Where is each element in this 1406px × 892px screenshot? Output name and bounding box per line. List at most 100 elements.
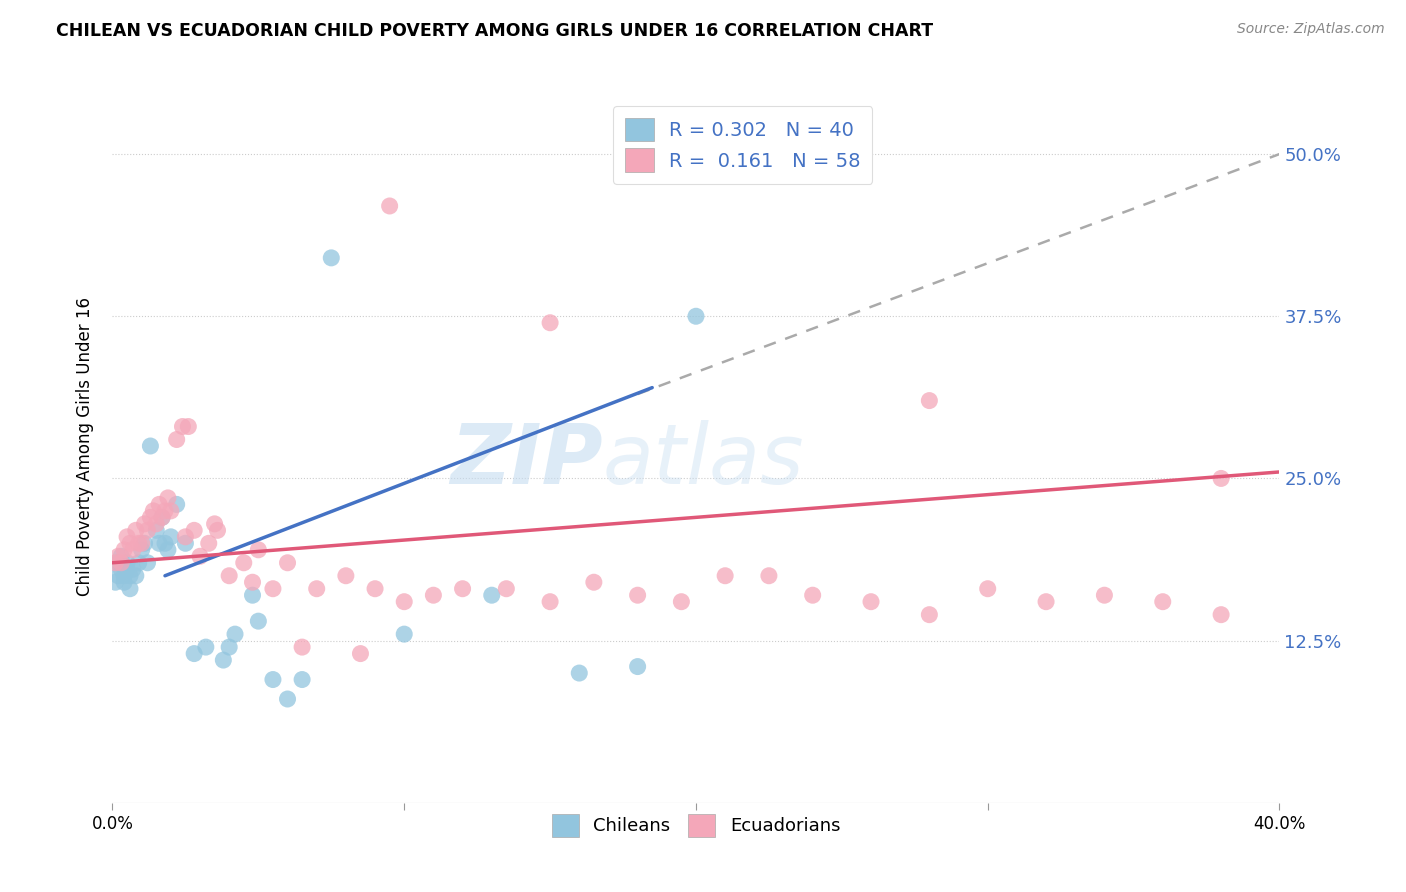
Point bbox=[174, 530, 197, 544]
Point bbox=[188, 549, 211, 564]
Point bbox=[118, 568, 141, 582]
Point bbox=[305, 582, 328, 596]
Point bbox=[918, 607, 941, 622]
Point bbox=[242, 588, 264, 602]
Point bbox=[150, 510, 173, 524]
Point bbox=[451, 582, 474, 596]
Point bbox=[172, 419, 194, 434]
Point bbox=[918, 393, 941, 408]
Point bbox=[156, 542, 179, 557]
Point bbox=[218, 640, 240, 654]
Point bbox=[1209, 471, 1232, 485]
Text: CHILEAN VS ECUADORIAN CHILD POVERTY AMONG GIRLS UNDER 16 CORRELATION CHART: CHILEAN VS ECUADORIAN CHILD POVERTY AMON… bbox=[56, 22, 934, 40]
Point bbox=[394, 595, 416, 609]
Point bbox=[107, 568, 129, 582]
Point bbox=[110, 556, 132, 570]
Point bbox=[115, 530, 138, 544]
Legend: Chileans, Ecuadorians: Chileans, Ecuadorians bbox=[544, 807, 848, 844]
Point bbox=[128, 556, 150, 570]
Point bbox=[378, 199, 401, 213]
Point bbox=[122, 542, 145, 557]
Point bbox=[495, 582, 517, 596]
Point bbox=[128, 536, 150, 550]
Point bbox=[538, 316, 561, 330]
Point bbox=[247, 614, 270, 628]
Point bbox=[160, 504, 183, 518]
Point bbox=[1385, 199, 1406, 213]
Point bbox=[1035, 595, 1057, 609]
Text: atlas: atlas bbox=[603, 420, 804, 500]
Text: Source: ZipAtlas.com: Source: ZipAtlas.com bbox=[1237, 22, 1385, 37]
Point bbox=[112, 568, 135, 582]
Point bbox=[150, 510, 173, 524]
Point bbox=[104, 556, 127, 570]
Point bbox=[422, 588, 444, 602]
Point bbox=[148, 536, 170, 550]
Point bbox=[134, 536, 156, 550]
Point bbox=[276, 692, 298, 706]
Point bbox=[204, 516, 226, 531]
Point bbox=[125, 568, 148, 582]
Point bbox=[177, 419, 200, 434]
Point bbox=[582, 575, 605, 590]
Point bbox=[156, 491, 179, 505]
Point bbox=[224, 627, 246, 641]
Text: ZIP: ZIP bbox=[450, 420, 603, 500]
Point bbox=[1152, 595, 1174, 609]
Point bbox=[115, 556, 138, 570]
Point bbox=[131, 542, 153, 557]
Point bbox=[110, 549, 132, 564]
Point bbox=[122, 562, 145, 576]
Point bbox=[568, 666, 591, 681]
Point bbox=[134, 516, 156, 531]
Point bbox=[291, 673, 314, 687]
Point bbox=[107, 549, 129, 564]
Point bbox=[714, 568, 737, 582]
Point bbox=[242, 575, 264, 590]
Point bbox=[112, 575, 135, 590]
Point bbox=[139, 439, 162, 453]
Point bbox=[335, 568, 357, 582]
Point bbox=[218, 568, 240, 582]
Point bbox=[118, 536, 141, 550]
Point bbox=[627, 659, 650, 673]
Point bbox=[118, 582, 141, 596]
Point bbox=[160, 530, 183, 544]
Point bbox=[131, 536, 153, 550]
Point bbox=[153, 504, 176, 518]
Point bbox=[148, 497, 170, 511]
Point bbox=[801, 588, 824, 602]
Point bbox=[197, 536, 219, 550]
Point bbox=[194, 640, 217, 654]
Point bbox=[232, 556, 254, 570]
Point bbox=[671, 595, 693, 609]
Point bbox=[758, 568, 780, 582]
Point bbox=[136, 556, 159, 570]
Point bbox=[364, 582, 387, 596]
Point bbox=[321, 251, 343, 265]
Point bbox=[481, 588, 503, 602]
Point bbox=[1209, 607, 1232, 622]
Point bbox=[207, 524, 229, 538]
Point bbox=[145, 524, 167, 538]
Point bbox=[183, 647, 205, 661]
Point bbox=[262, 582, 284, 596]
Point bbox=[136, 524, 159, 538]
Point bbox=[212, 653, 235, 667]
Point bbox=[860, 595, 883, 609]
Point bbox=[125, 524, 148, 538]
Point bbox=[110, 562, 132, 576]
Point bbox=[153, 536, 176, 550]
Y-axis label: Child Poverty Among Girls Under 16: Child Poverty Among Girls Under 16 bbox=[76, 296, 94, 596]
Point bbox=[291, 640, 314, 654]
Point bbox=[142, 504, 165, 518]
Point bbox=[262, 673, 284, 687]
Point bbox=[107, 556, 129, 570]
Point bbox=[1094, 588, 1116, 602]
Point bbox=[685, 310, 707, 324]
Point bbox=[276, 556, 298, 570]
Point bbox=[145, 516, 167, 531]
Point bbox=[104, 575, 127, 590]
Point bbox=[112, 542, 135, 557]
Point bbox=[247, 542, 270, 557]
